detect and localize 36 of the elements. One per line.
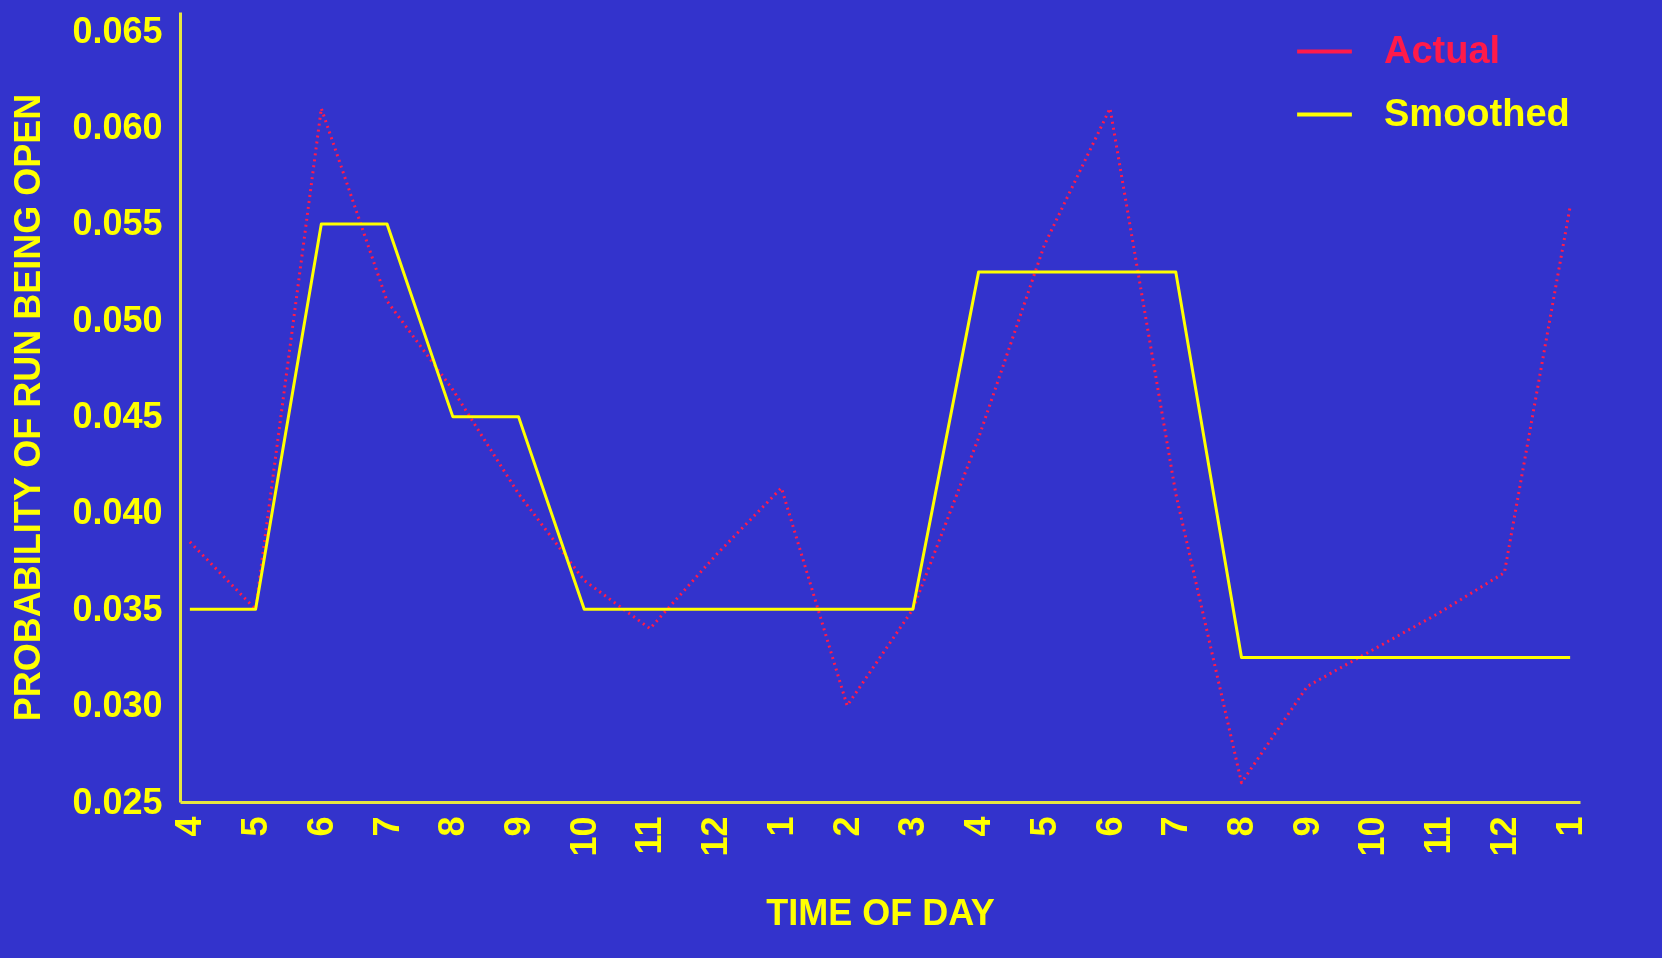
- x-tick-label: 11: [1417, 816, 1459, 855]
- y-tick-label: 0.065: [72, 9, 163, 51]
- x-tick-label: 6: [299, 816, 341, 837]
- y-tick-label: 0.035: [72, 587, 163, 629]
- line-series: [188, 222, 1572, 659]
- x-tick-label: 2: [825, 816, 867, 837]
- y-tick-label: 0.025: [72, 780, 163, 822]
- y-tick-label: 0.045: [72, 395, 163, 437]
- y-tick-label: 0.060: [72, 106, 163, 148]
- x-tick-label: 5: [234, 816, 276, 837]
- x-tick-label: 5: [1022, 816, 1064, 837]
- y-tick-label: 0.030: [72, 684, 163, 726]
- x-axis-title: TIME OF DAY: [766, 891, 995, 933]
- x-tick-label: 10: [1351, 816, 1393, 857]
- x-tick-label: 7: [365, 816, 407, 837]
- y-axis-title: PROBABILITY OF RUN BEING OPEN: [7, 93, 49, 722]
- x-tick-label: 4: [957, 816, 999, 837]
- y-tick-label: 0.055: [72, 202, 163, 244]
- x-tick-label: 12: [1482, 816, 1524, 857]
- x-tick-label: 6: [1088, 816, 1130, 837]
- x-tick-label: 12: [694, 816, 736, 857]
- x-tick-label: 4: [168, 816, 210, 837]
- x-tick-label: 3: [891, 816, 933, 837]
- legend-label: Actual: [1384, 28, 1501, 71]
- x-tick-label: 1: [759, 816, 801, 837]
- x-tick-label: 9: [1285, 816, 1327, 837]
- y-tick-label: 0.040: [72, 491, 163, 533]
- y-tick-label: 0.050: [72, 298, 163, 340]
- x-tick-label: 10: [562, 816, 604, 857]
- legend-label: Smoothed: [1384, 91, 1570, 134]
- x-tick-label: 1: [1548, 816, 1590, 837]
- x-tick-label: 8: [1220, 816, 1261, 837]
- x-tick-label: 9: [497, 816, 538, 837]
- x-tick-label: 8: [431, 816, 473, 837]
- x-tick-label: 11: [628, 816, 670, 855]
- x-tick-label: 7: [1154, 816, 1196, 837]
